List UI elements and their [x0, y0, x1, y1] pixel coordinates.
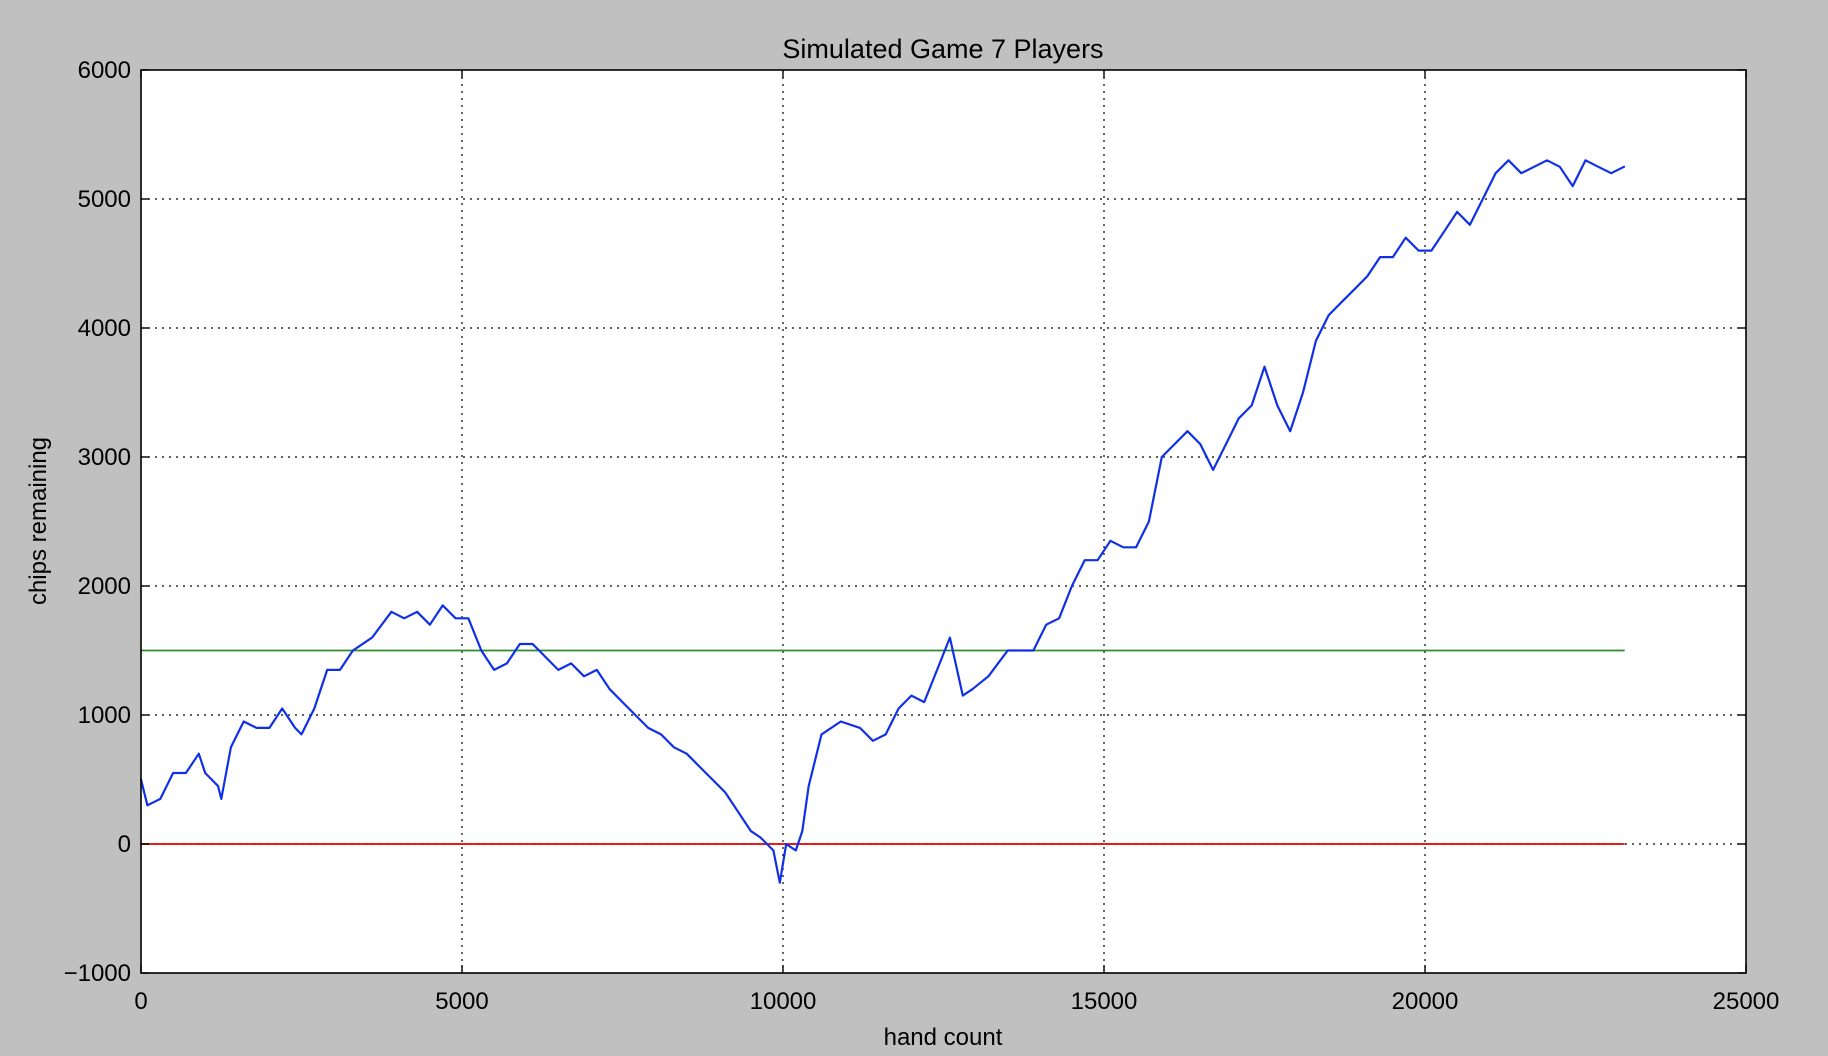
x-tick-label: 0 — [134, 988, 147, 1015]
series-layer — [139, 159, 1626, 884]
x-tick-label: 10000 — [750, 988, 817, 1015]
x-tick-label: 15000 — [1071, 988, 1138, 1015]
y-tick-label: 4000 — [78, 315, 131, 342]
y-axis-label: chips remaining — [25, 437, 52, 605]
x-tick-label: 25000 — [1713, 988, 1780, 1015]
plot-area — [141, 70, 1746, 973]
y-tick-label: 1000 — [78, 702, 131, 729]
y-tick-label: 5000 — [78, 186, 131, 213]
axis-ticks — [140, 69, 1747, 974]
x-tick-label: 5000 — [435, 988, 488, 1015]
y-tick-label: 2000 — [78, 573, 131, 600]
x-tick-label: 20000 — [1392, 988, 1459, 1015]
y-tick-label: 6000 — [78, 57, 131, 84]
y-tick-label: 0 — [118, 831, 131, 858]
x-axis-label: hand count — [884, 1024, 1003, 1051]
y-tick-label: −1000 — [64, 960, 131, 987]
series-line-1 — [139, 159, 1626, 884]
y-tick-label: 3000 — [78, 444, 131, 471]
chart-title: Simulated Game 7 Players — [782, 34, 1103, 64]
x-tick-labels: 0 5000 10000 15000 20000 25000 — [134, 988, 1779, 1015]
y-tick-labels: −1000 0 1000 2000 3000 4000 5000 6000 — [64, 57, 131, 987]
plot-frame — [140, 69, 1747, 974]
